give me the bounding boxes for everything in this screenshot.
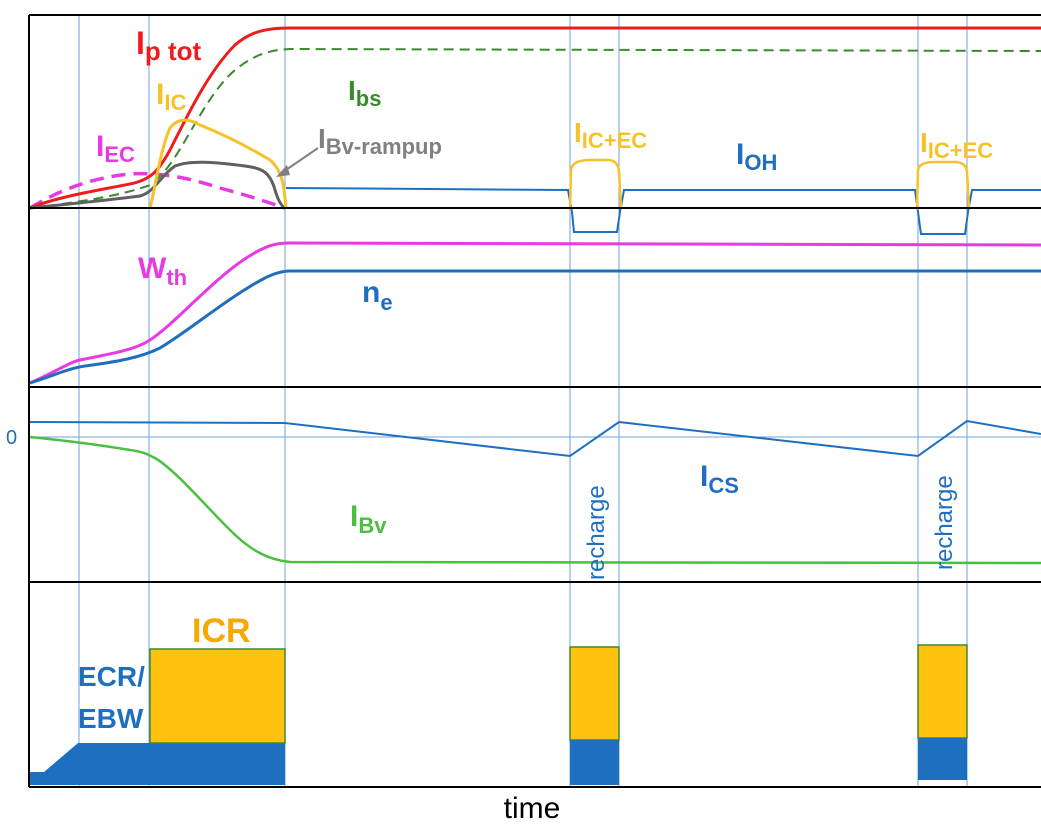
label-i-bv-rampup: IBv-rampup bbox=[318, 123, 442, 159]
x-axis-label: time bbox=[504, 792, 561, 825]
i-oh-curve bbox=[285, 187, 1041, 235]
label-zero: 0 bbox=[6, 427, 17, 449]
recharge-2-icr-block bbox=[917, 644, 968, 739]
i-cs-curve bbox=[29, 419, 1041, 458]
label-i-bv: IBv bbox=[350, 500, 387, 538]
panel-1-currents bbox=[29, 26, 1041, 235]
label-i-ic-ec-1: IIC+EC bbox=[574, 117, 647, 153]
recharge-1-icr-block bbox=[569, 646, 620, 741]
label-w-th: Wth bbox=[138, 252, 187, 290]
i-ic-curve bbox=[148, 118, 288, 209]
panel-4-heating bbox=[30, 644, 968, 785]
ecr-ebw-block bbox=[30, 743, 285, 785]
i-bv-rampup-curve bbox=[29, 160, 286, 210]
i-ic-ec-pulse-1 bbox=[568, 158, 623, 211]
n-e-curve bbox=[29, 269, 1041, 385]
panel-3-coil-currents bbox=[29, 419, 1041, 565]
label-i-oh: IOH bbox=[736, 138, 777, 175]
w-th-curve bbox=[29, 241, 1041, 385]
label-i-p-tot: Ip tot bbox=[136, 25, 202, 66]
i-ic-ec-pulse-2 bbox=[915, 160, 971, 211]
i-bv-curve bbox=[29, 435, 1041, 565]
panel-frames bbox=[28, 14, 1041, 788]
label-icr: ICR bbox=[192, 612, 251, 650]
label-ebw: EBW bbox=[78, 703, 144, 734]
i-p-tot-curve bbox=[29, 26, 1041, 210]
label-i-ic: IIC bbox=[156, 78, 186, 115]
panel-2-profiles bbox=[29, 241, 1041, 385]
label-recharge-2: recharge bbox=[931, 475, 958, 570]
recharge-2-ecr-block bbox=[918, 738, 967, 780]
recharge-1-ecr-block bbox=[570, 740, 619, 785]
bv-rampup-arrow-line bbox=[282, 147, 319, 173]
label-i-cs: ICS bbox=[700, 460, 739, 498]
label-ecr: ECR/ bbox=[78, 661, 145, 692]
label-recharge-1: recharge bbox=[583, 485, 610, 580]
bv-rampup-arrow-head bbox=[276, 165, 290, 177]
i-bs-curve bbox=[29, 47, 1041, 209]
phase-guide-lines bbox=[78, 15, 968, 788]
label-n-e: ne bbox=[362, 276, 393, 315]
label-i-ic-ec-2: IIC+EC bbox=[920, 127, 993, 163]
label-i-ec: IEC bbox=[96, 130, 135, 167]
label-i-bs: Ibs bbox=[348, 75, 381, 111]
icr-block bbox=[149, 648, 286, 744]
